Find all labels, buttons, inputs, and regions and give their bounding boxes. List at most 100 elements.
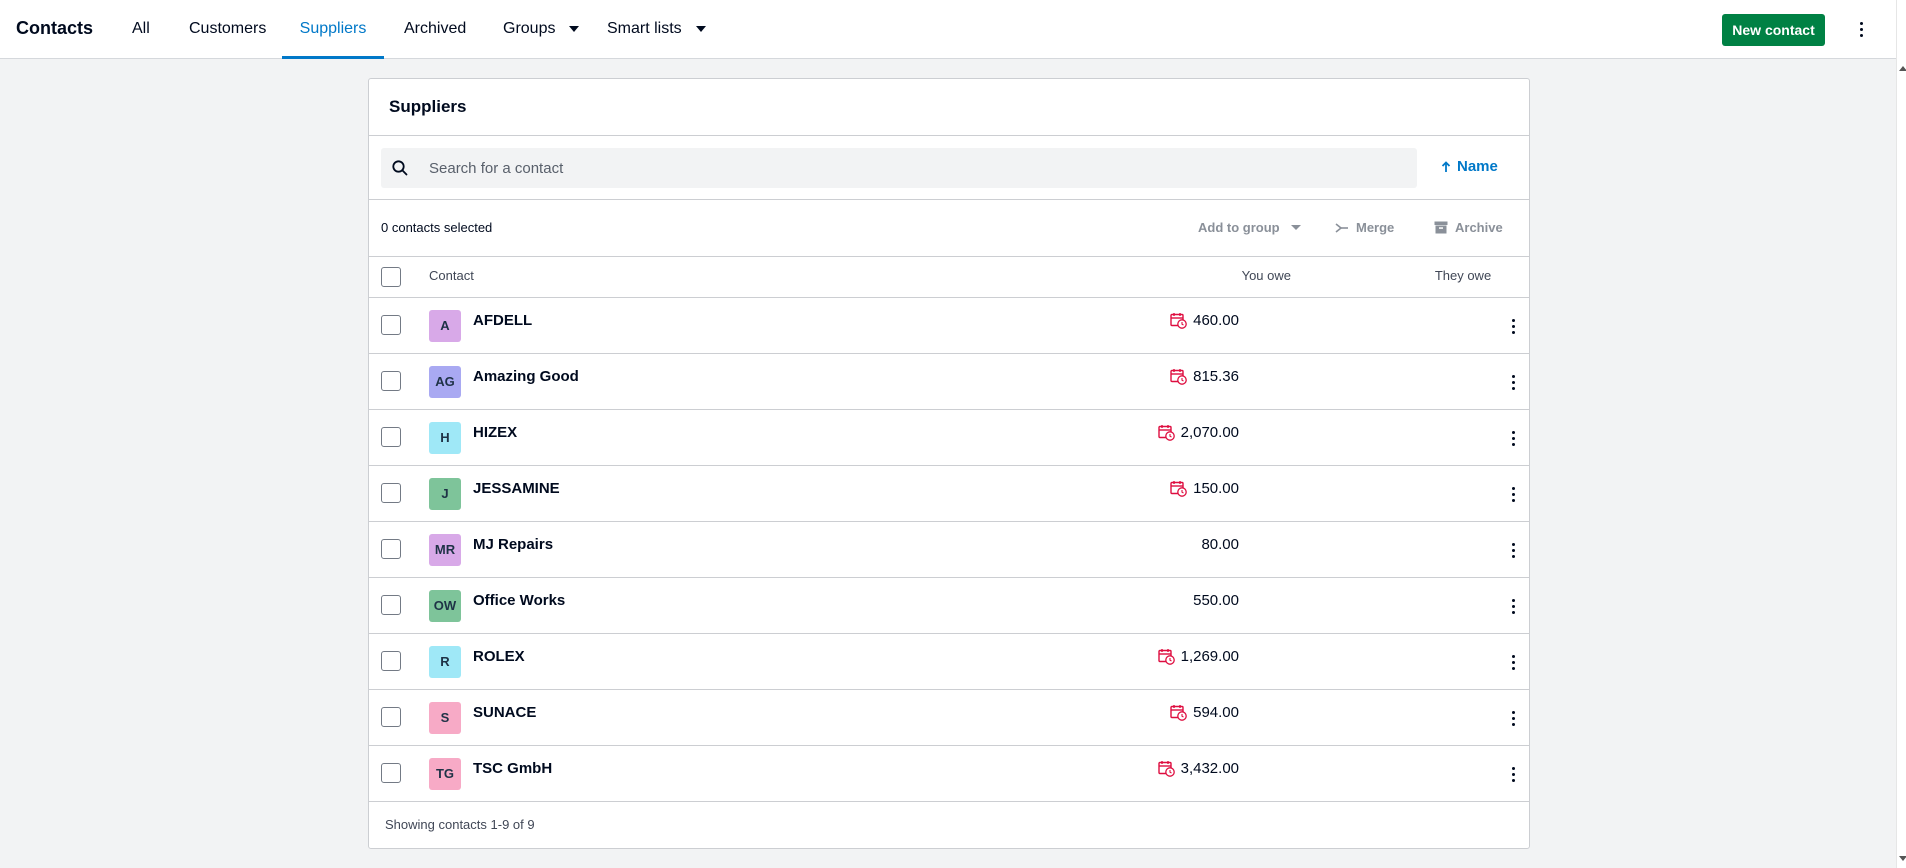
tab-smart-lists[interactable]: Smart lists: [607, 0, 706, 59]
row-more-options-icon[interactable]: [1503, 316, 1523, 336]
contact-name-link[interactable]: HIZEX: [473, 424, 518, 441]
table-row[interactable]: R ROLEX 1,269.00: [369, 633, 1529, 689]
row-more-options-icon[interactable]: [1503, 540, 1523, 560]
avatar: MR: [429, 534, 461, 566]
avatar: R: [429, 646, 461, 678]
search-input[interactable]: [429, 148, 1399, 188]
pagination-summary: Showing contacts 1-9 of 9: [385, 817, 535, 832]
you-owe-amount: 3,432.00: [1157, 760, 1239, 777]
caret-down-icon: [695, 25, 706, 32]
you-owe-amount: 80.00: [1201, 536, 1239, 553]
contact-name-link[interactable]: Office Works: [473, 592, 566, 609]
table-row[interactable]: OW Office Works 550.00: [369, 577, 1529, 633]
overdue-calendar-icon: [1157, 649, 1175, 665]
table-row[interactable]: H HIZEX 2,070.00: [369, 409, 1529, 465]
column-header-they-owe[interactable]: They owe: [1434, 268, 1492, 283]
tab-label: All: [132, 20, 150, 37]
suppliers-panel: Suppliers Name 0 contacts selected Add t…: [368, 78, 1530, 849]
you-owe-value: 460.00: [1193, 312, 1239, 329]
you-owe-amount: 594.00: [1170, 704, 1239, 721]
avatar: S: [429, 702, 461, 734]
more-options-icon[interactable]: [1851, 19, 1871, 39]
scroll-down-arrow-icon[interactable]: [1899, 856, 1906, 861]
overdue-calendar-icon: [1170, 369, 1187, 385]
contact-name-link[interactable]: JESSAMINE: [473, 480, 560, 497]
table-row[interactable]: MR MJ Repairs 80.00: [369, 521, 1529, 577]
avatar: H: [429, 422, 461, 454]
tab-label: Suppliers: [299, 20, 367, 37]
contact-name-link[interactable]: AFDELL: [473, 312, 533, 329]
contact-name-link[interactable]: SUNACE: [473, 704, 537, 721]
table-row[interactable]: A AFDELL 460.00: [369, 297, 1529, 353]
tab-archived[interactable]: Archived: [404, 0, 466, 59]
tab-label: Archived: [404, 20, 467, 37]
table-row[interactable]: AG Amazing Good 815.36: [369, 353, 1529, 409]
row-checkbox[interactable]: [381, 595, 401, 615]
tab-all[interactable]: All: [132, 0, 150, 59]
you-owe-value: 594.00: [1193, 704, 1239, 721]
row-more-options-icon[interactable]: [1503, 596, 1523, 616]
tab-groups[interactable]: Groups: [503, 0, 580, 59]
row-checkbox[interactable]: [381, 707, 401, 727]
you-owe-amount: 460.00: [1170, 312, 1239, 329]
overdue-calendar-icon: [1170, 705, 1187, 721]
overdue-calendar-icon: [1170, 481, 1187, 497]
sort-label: Name: [1457, 158, 1498, 175]
row-checkbox[interactable]: [381, 539, 401, 559]
row-more-options-icon[interactable]: [1503, 708, 1523, 728]
table-row[interactable]: S SUNACE 594.00: [369, 689, 1529, 745]
divider: [369, 199, 1529, 200]
avatar: A: [429, 310, 461, 342]
tab-label: Customers: [189, 20, 267, 37]
add-to-group-label: Add to group: [1198, 220, 1280, 235]
you-owe-value: 2,070.00: [1180, 424, 1239, 441]
contact-name-link[interactable]: TSC GmbH: [473, 760, 553, 777]
you-owe-amount: 150.00: [1170, 480, 1239, 497]
tab-suppliers[interactable]: Suppliers: [282, 0, 384, 59]
contact-name-link[interactable]: MJ Repairs: [473, 536, 554, 553]
avatar: OW: [429, 590, 461, 622]
row-checkbox[interactable]: [381, 427, 401, 447]
you-owe-value: 3,432.00: [1180, 760, 1239, 777]
select-all-checkbox[interactable]: [381, 267, 401, 287]
divider: [369, 801, 1529, 802]
row-checkbox[interactable]: [381, 315, 401, 335]
contact-name-link[interactable]: ROLEX: [473, 648, 525, 665]
tab-label: Groups: [503, 20, 556, 37]
table-row[interactable]: J JESSAMINE 150.00: [369, 465, 1529, 521]
page-scrollbar[interactable]: [1896, 0, 1906, 868]
column-header-contact[interactable]: Contact: [429, 268, 474, 283]
row-checkbox[interactable]: [381, 371, 401, 391]
row-more-options-icon[interactable]: [1503, 484, 1523, 504]
selected-count: 0 contacts selected: [381, 220, 493, 235]
scroll-up-arrow-icon[interactable]: [1899, 66, 1906, 71]
archive-button[interactable]: Archive: [1434, 220, 1503, 235]
overdue-calendar-icon: [1170, 313, 1187, 329]
overdue-calendar-icon: [1157, 425, 1175, 441]
panel-title: Suppliers: [389, 97, 467, 116]
row-checkbox[interactable]: [381, 483, 401, 503]
table-row[interactable]: TG TSC GmbH 3,432.00: [369, 745, 1529, 801]
overdue-calendar-icon: [1157, 761, 1175, 777]
row-more-options-icon[interactable]: [1503, 372, 1523, 392]
row-more-options-icon[interactable]: [1503, 428, 1523, 448]
contact-name-link[interactable]: Amazing Good: [473, 368, 579, 385]
column-header-you-owe[interactable]: You owe: [1241, 268, 1291, 283]
row-more-options-icon[interactable]: [1503, 764, 1523, 784]
you-owe-value: 815.36: [1193, 368, 1239, 385]
tab-customers[interactable]: Customers: [189, 0, 266, 59]
add-to-group-button[interactable]: Add to group: [1198, 220, 1301, 235]
row-checkbox[interactable]: [381, 763, 401, 783]
row-checkbox[interactable]: [381, 651, 401, 671]
merge-label: Merge: [1356, 220, 1395, 235]
you-owe-amount: 550.00: [1193, 592, 1239, 609]
tab-label: Smart lists: [607, 20, 682, 37]
you-owe-value: 80.00: [1201, 536, 1239, 553]
caret-down-icon: [1290, 225, 1301, 230]
search-box[interactable]: [381, 148, 1417, 188]
row-more-options-icon[interactable]: [1503, 652, 1523, 672]
new-contact-button[interactable]: New contact: [1722, 14, 1825, 46]
sort-by-name-button[interactable]: Name: [1441, 158, 1498, 175]
merge-button[interactable]: Merge: [1335, 220, 1394, 235]
archive-label: Archive: [1455, 220, 1503, 235]
